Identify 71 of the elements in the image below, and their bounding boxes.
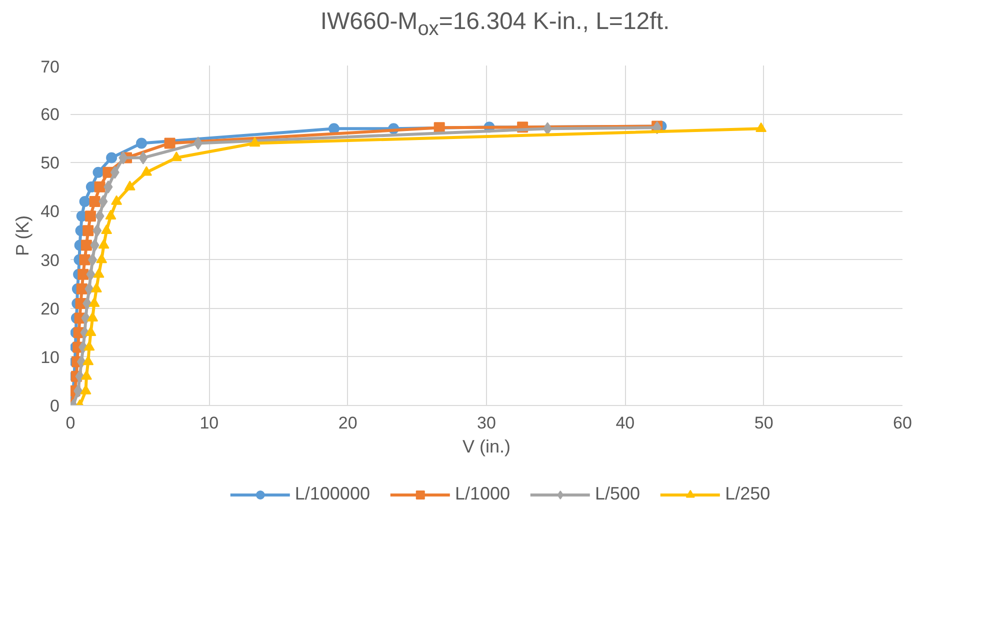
x-tick-label: 30 [477, 414, 496, 432]
point [82, 356, 94, 366]
point [106, 152, 118, 164]
point [756, 122, 767, 132]
point [89, 196, 100, 207]
point [138, 151, 148, 164]
point [90, 238, 100, 252]
point [90, 282, 102, 292]
x-tick-label: 50 [754, 414, 774, 432]
point [136, 138, 147, 149]
point [87, 312, 98, 322]
point [104, 180, 113, 194]
point [82, 297, 92, 310]
point [80, 384, 92, 394]
x-tick-label: 20 [338, 414, 358, 432]
point [76, 355, 86, 368]
point [81, 312, 90, 325]
point [79, 196, 90, 207]
point [84, 210, 96, 222]
y-axis-title: P (K) [12, 215, 33, 256]
point [94, 181, 106, 192]
y-tick-label: 20 [40, 299, 60, 318]
point [98, 195, 108, 208]
legend-label: L/100000 [294, 484, 370, 504]
y-tick-label: 30 [40, 250, 60, 270]
point [80, 240, 92, 251]
point [85, 326, 96, 336]
x-axis-title: V (in.) [462, 436, 511, 456]
point [164, 138, 176, 149]
point [98, 238, 110, 249]
point [82, 225, 94, 236]
point [86, 268, 96, 281]
y-tick-label: 70 [40, 58, 60, 76]
y-tick-label: 60 [40, 105, 60, 124]
point [88, 253, 98, 266]
point [74, 384, 83, 398]
x-tick-label: 0 [66, 414, 76, 432]
legend-label: L/500 [595, 484, 640, 504]
point [95, 210, 104, 223]
point [76, 283, 88, 294]
point [194, 136, 203, 150]
point [543, 122, 552, 136]
point [140, 166, 152, 176]
point [96, 254, 108, 264]
x-tick-label: 60 [893, 414, 912, 432]
point [88, 297, 100, 307]
point [84, 340, 95, 351]
y-tick-label: 0 [50, 396, 60, 416]
y-tick-label: 10 [40, 348, 60, 367]
y-tick-label: 50 [40, 154, 60, 173]
point [84, 282, 94, 296]
point [93, 268, 104, 278]
x-tick-label: 40 [616, 414, 635, 432]
point [124, 180, 136, 190]
point [110, 166, 120, 179]
point [92, 166, 104, 178]
point [80, 370, 92, 380]
y-tick-label: 40 [40, 202, 60, 222]
point [111, 195, 122, 205]
x-tick-label: 10 [200, 414, 219, 432]
point [105, 210, 116, 220]
chart-title: IW660-M$_{ox}$=16.304 K-in., L=12ft. [319, 7, 671, 42]
point [170, 152, 182, 162]
point [249, 136, 260, 147]
legend-label: L/1000 [454, 484, 510, 504]
point [78, 268, 89, 280]
point [118, 151, 128, 164]
point [92, 224, 102, 238]
point [101, 224, 112, 234]
point [79, 254, 90, 266]
legend-label: L/250 [725, 484, 770, 504]
